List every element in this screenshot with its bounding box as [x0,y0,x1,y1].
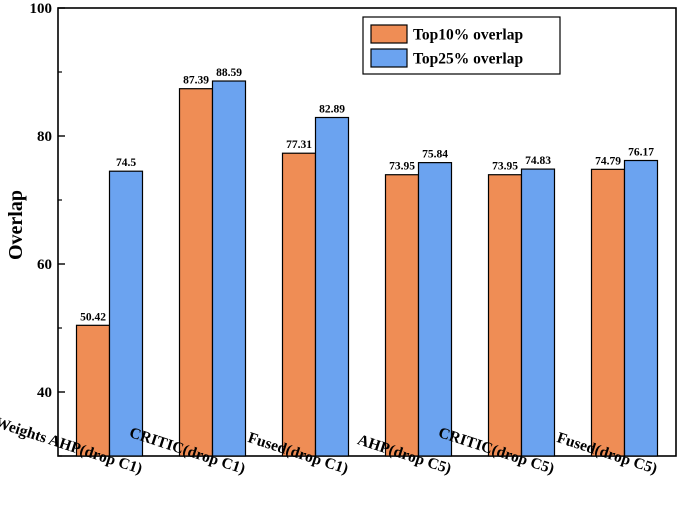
y-tick-label: 100 [30,1,53,17]
plot-area [57,7,677,457]
data-label: 77.31 [286,139,312,151]
data-label: 75.84 [422,149,448,161]
data-label: 74.79 [595,155,621,167]
bar-top25 [417,162,453,457]
legend-label: Top10% overlap [413,27,523,44]
bar-top25 [211,80,247,457]
bar-top10 [590,168,626,457]
data-label: 73.95 [389,161,415,173]
data-label: 88.59 [216,67,242,79]
y-axis-title: Overlap [5,190,27,260]
bar-top25 [314,116,350,457]
y-tick-label: 60 [37,257,52,273]
data-label: 76.17 [628,147,654,159]
legend: Top10% overlap Top25% overlap [362,16,561,75]
legend-swatch [370,24,408,44]
plot-frame [57,7,677,457]
bars [75,80,659,457]
legend-label: Top25% overlap [413,51,523,68]
data-label: 74.5 [116,157,136,169]
data-label: 50.42 [80,311,106,323]
bar-top10 [281,152,317,457]
data-label: 73.95 [492,161,518,173]
bar-top10 [384,174,420,457]
y-tick-label: 40 [37,385,52,401]
bar-top10 [487,174,523,457]
data-label: 87.39 [183,75,209,87]
y-tick-label: 80 [37,129,52,145]
bar-top25 [108,170,144,457]
bar-top25 [520,168,556,457]
bar-top10 [75,324,111,457]
bar-top10 [178,88,214,457]
legend-swatch [370,48,408,68]
bar-top25 [623,159,659,457]
data-label: 74.83 [525,155,551,167]
data-labels: 50.42 74.5 87.39 88.59 77.31 82.89 73.95 75.84 7… [80,67,654,323]
data-label: 82.89 [319,104,345,116]
y-axis: 40 60 80 100 [30,1,65,457]
